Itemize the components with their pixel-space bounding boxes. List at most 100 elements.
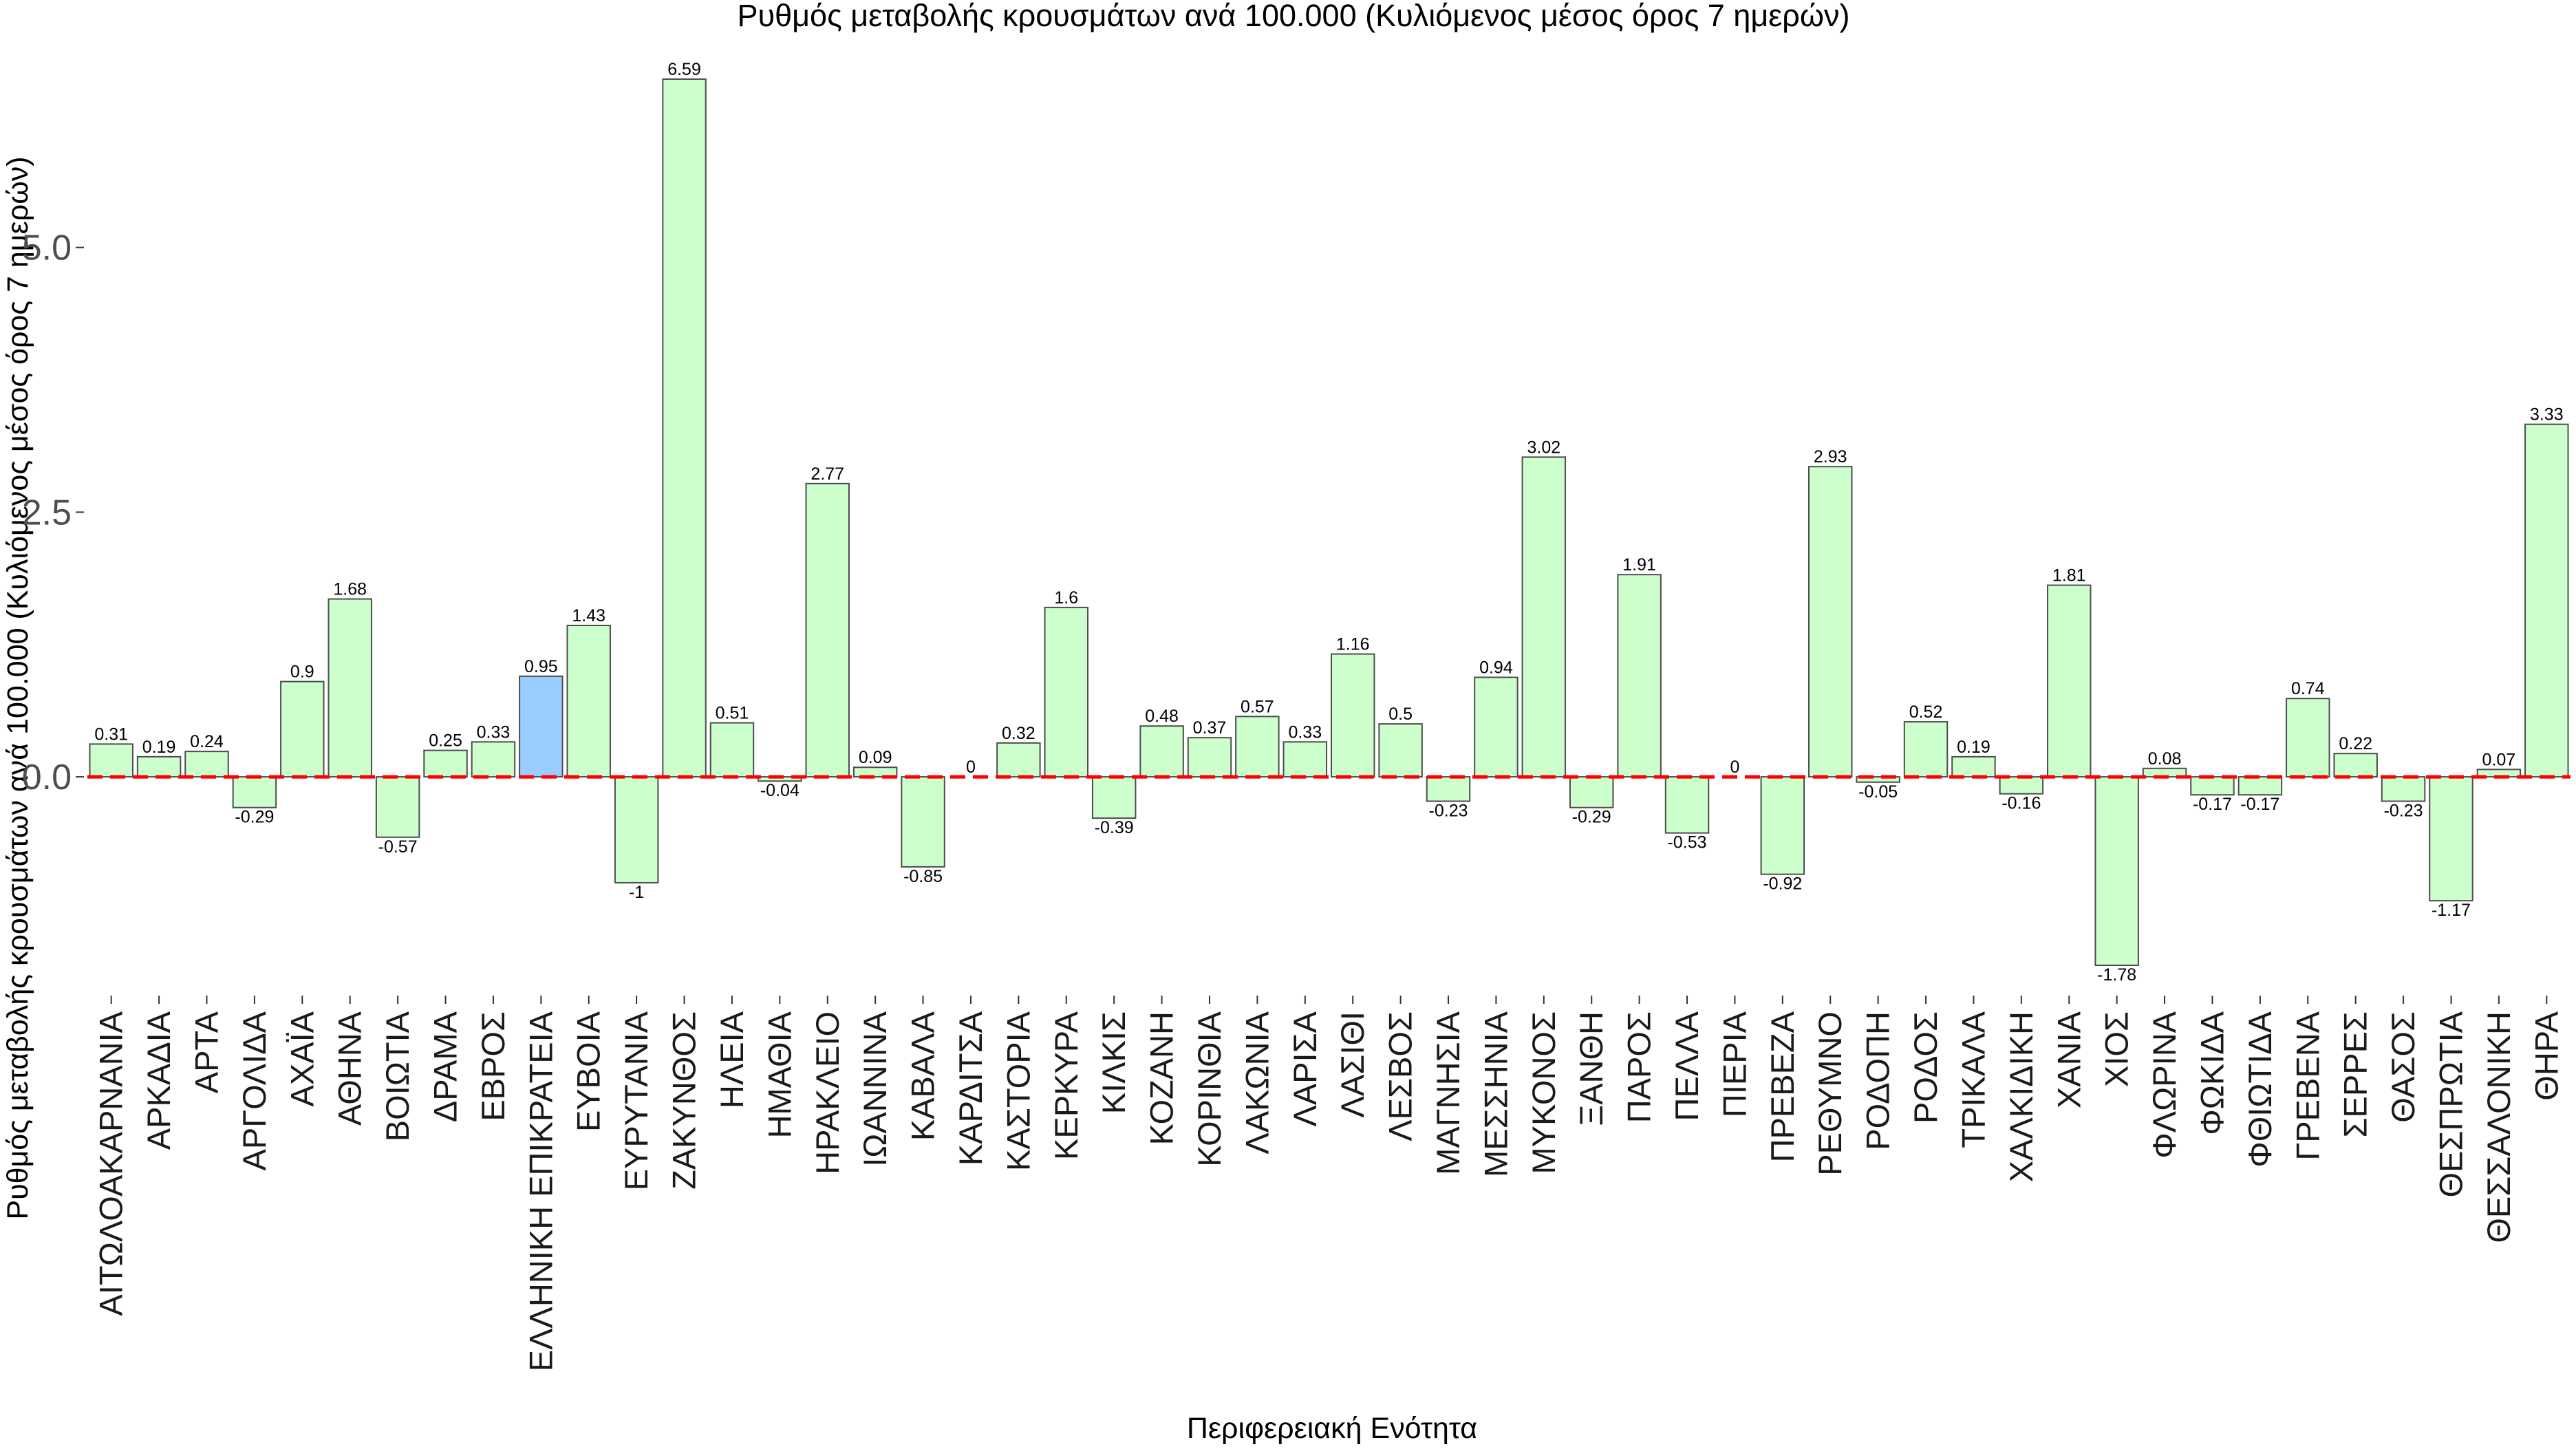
data-label: -1.78 — [2097, 965, 2136, 985]
data-label: 0.24 — [190, 732, 224, 751]
bar — [709, 722, 755, 778]
x-tick-label: ΧΑΛΚΙΔΙΚΗ — [2003, 1011, 2039, 1182]
data-label: 0.33 — [477, 722, 511, 742]
bar — [1856, 776, 1900, 783]
bar — [2524, 423, 2569, 778]
bar — [2286, 698, 2330, 778]
bar — [805, 482, 850, 778]
data-label: 0 — [966, 758, 976, 777]
data-label: 2.93 — [1814, 447, 1847, 466]
x-tick-label: ΚΟΖΑΝΗ — [1144, 1011, 1180, 1145]
bar — [519, 675, 564, 778]
data-label: 1.91 — [1622, 555, 1656, 575]
bar — [232, 776, 277, 808]
bars-group — [89, 78, 2569, 966]
x-tick-label: ΦΩΚΙΔΑ — [2193, 1011, 2230, 1135]
x-tick-label: ΧΙΟΣ — [2099, 1011, 2135, 1087]
data-label: 1.43 — [572, 606, 605, 625]
bar — [996, 742, 1041, 778]
data-label: -0.05 — [1858, 782, 1898, 802]
data-label: 0.09 — [859, 748, 892, 767]
bar — [2429, 776, 2473, 902]
data-label: 1.6 — [1054, 588, 1078, 608]
x-tick-label: ΕΒΡΟΣ — [475, 1011, 511, 1121]
data-label: 0.19 — [142, 738, 176, 757]
bar — [1999, 776, 2044, 795]
x-tick-label: ΑΘΗΝΑ — [332, 1011, 368, 1126]
bar — [2094, 776, 2139, 966]
data-label: 3.33 — [2530, 405, 2564, 425]
bar — [1760, 776, 1805, 875]
data-label: -0.92 — [1763, 874, 1802, 894]
data-label: 0.19 — [1957, 738, 1990, 757]
x-tick-label: ΘΗΡΑ — [2528, 1011, 2564, 1100]
data-label: 2.77 — [811, 464, 844, 484]
bar — [2047, 584, 2092, 778]
x-tick-label: ΘΑΣΟΣ — [2385, 1011, 2421, 1123]
x-tick-label: ΚΑΣΤΟΡΙΑ — [1000, 1011, 1036, 1171]
data-label: 0.95 — [524, 657, 558, 676]
data-label: -0.39 — [1095, 818, 1134, 837]
x-tick-label: ΑΙΤΩΛΟΑΚΑΡΝΑΝΙΑ — [93, 1011, 129, 1316]
bar — [1664, 776, 1710, 834]
data-label: 0.07 — [2482, 750, 2516, 769]
x-tick-label: ΠΕΛΛΑ — [1668, 1011, 1705, 1121]
bar — [1569, 776, 1614, 808]
data-label: -0.23 — [1429, 801, 1468, 820]
data-label: 1.68 — [333, 580, 367, 599]
x-tick-labels-group: ΑΙΤΩΛΟΑΚΑΡΝΑΝΙΑ ΑΡΚΑΔΙΑ ΑΡΤΑ ΑΡΓΟΛΙΔΑ ΑΧΑΪΑ Α… — [93, 996, 2564, 1371]
x-tick-label: ΛΑΚΩΝΙΑ — [1238, 1011, 1275, 1154]
bar — [1091, 776, 1137, 819]
y-axis-title: Ρυθμός μεταβολής κρουσμάτων ανά 100.000 … — [1, 156, 34, 1219]
y-tick-label: 5.0 — [22, 228, 72, 268]
bar — [614, 776, 659, 883]
x-tick-label: ΤΡΙΚΑΛΑ — [1955, 1011, 1991, 1148]
x-tick-label: ΚΑΡΔΙΤΣΑ — [952, 1011, 989, 1166]
bar — [2333, 753, 2378, 778]
bar — [901, 776, 945, 868]
data-label: -0.17 — [2240, 795, 2279, 814]
bar — [328, 598, 372, 778]
x-tick-label: ΕΥΒΟΙΑ — [570, 1011, 607, 1132]
x-tick-label: ΛΑΣΙΘΙ — [1334, 1011, 1371, 1117]
x-tick-label: ΜΑΓΝΗΣΙΑ — [1430, 1011, 1466, 1174]
x-tick-label: ΡΕΘΥΜΝΟ — [1812, 1011, 1848, 1176]
bar — [1808, 466, 1853, 778]
x-tick-label: ΗΜΑΘΙΑ — [761, 1011, 797, 1138]
x-tick-label: ΣΕΡΡΕΣ — [2337, 1011, 2374, 1138]
data-label: -0.16 — [2001, 794, 2041, 813]
x-tick-label: ΔΡΑΜΑ — [427, 1011, 464, 1122]
data-label: -0.57 — [378, 837, 418, 857]
y-tick-label: 2.5 — [22, 493, 72, 533]
x-tick-label: ΠΙΕΡΙΑ — [1716, 1011, 1752, 1117]
bar — [1330, 653, 1375, 778]
x-tick-label: ΗΡΑΚΛΕΙΟ — [809, 1011, 846, 1174]
x-tick-label: ΒΟΙΩΤΙΑ — [379, 1011, 416, 1141]
x-tick-label: ΘΕΣΣΑΛΟΝΙΚΗ — [2480, 1011, 2517, 1243]
chart-title: Ρυθμός μεταβολής κρουσμάτων ανά 100.000 … — [737, 0, 1849, 33]
x-tick-label: ΗΛΕΙΑ — [713, 1011, 750, 1108]
data-label: 0.31 — [94, 724, 128, 744]
data-label: 0.22 — [2339, 734, 2372, 753]
data-label: -0.04 — [760, 781, 799, 800]
data-label: 3.02 — [1527, 438, 1560, 457]
x-tick-label: ΠΑΡΟΣ — [1621, 1011, 1657, 1123]
y-axis: 0.0 2.5 5.0 — [22, 228, 84, 797]
bar — [852, 766, 898, 778]
x-tick-label: ΑΡΚΑΔΙΑ — [140, 1011, 177, 1150]
bar — [423, 749, 468, 778]
data-label: -1 — [629, 883, 644, 902]
data-label: -0.17 — [2193, 795, 2232, 814]
bar — [89, 743, 133, 778]
x-tick-label: ΡΟΔΟΠΗ — [1860, 1011, 1896, 1150]
data-label: 1.16 — [1336, 635, 1370, 654]
bar — [1474, 676, 1518, 778]
bar — [1903, 721, 1949, 778]
x-tick-label: ΠΡΕΒΕΖΑ — [1764, 1011, 1801, 1162]
x-tick-label: ΓΡΕΒΕΝΑ — [2289, 1011, 2326, 1160]
data-label: -0.53 — [1668, 833, 1707, 852]
data-label: 0.9 — [290, 663, 314, 682]
data-label: -0.29 — [235, 808, 274, 827]
x-tick-label: ΚΙΛΚΙΣ — [1095, 1011, 1132, 1114]
